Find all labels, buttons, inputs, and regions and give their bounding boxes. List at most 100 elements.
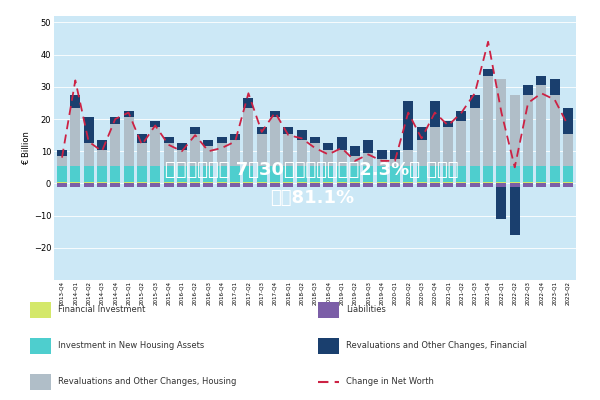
Bar bbox=[350, 146, 360, 156]
Bar bbox=[257, 182, 267, 184]
Bar bbox=[416, 184, 427, 187]
Text: Liabilities: Liabilities bbox=[346, 306, 386, 314]
Bar bbox=[217, 137, 227, 143]
Bar bbox=[270, 166, 280, 182]
Bar bbox=[296, 130, 307, 140]
Bar bbox=[124, 182, 134, 184]
Bar bbox=[190, 134, 200, 166]
Bar bbox=[563, 182, 573, 184]
Bar bbox=[97, 166, 107, 182]
Bar bbox=[457, 182, 466, 184]
Bar bbox=[217, 143, 227, 166]
Bar bbox=[363, 184, 373, 187]
Bar bbox=[150, 184, 160, 187]
Bar bbox=[390, 182, 400, 184]
Bar bbox=[190, 184, 200, 187]
Bar bbox=[283, 127, 293, 134]
Bar bbox=[350, 166, 360, 182]
Bar bbox=[390, 184, 400, 187]
Bar bbox=[177, 150, 187, 166]
Bar bbox=[150, 127, 160, 166]
Text: Financial Investment: Financial Investment bbox=[58, 306, 146, 314]
Bar bbox=[457, 121, 466, 166]
Bar bbox=[150, 121, 160, 127]
Bar bbox=[217, 166, 227, 182]
Bar bbox=[57, 166, 67, 182]
Text: 价率81.1%: 价率81.1% bbox=[270, 189, 354, 207]
Bar bbox=[363, 166, 373, 182]
Bar bbox=[510, 182, 520, 184]
Bar bbox=[283, 166, 293, 182]
Bar bbox=[416, 182, 427, 184]
Bar bbox=[483, 166, 493, 182]
Bar bbox=[296, 182, 307, 184]
Bar bbox=[190, 182, 200, 184]
Bar bbox=[323, 184, 334, 187]
Bar bbox=[550, 166, 560, 182]
Bar bbox=[510, 95, 520, 166]
Bar bbox=[337, 166, 347, 182]
Bar bbox=[416, 140, 427, 166]
Bar bbox=[124, 118, 134, 166]
Bar bbox=[350, 156, 360, 166]
Bar bbox=[230, 134, 240, 140]
Bar bbox=[337, 184, 347, 187]
Bar bbox=[257, 166, 267, 182]
Bar bbox=[164, 137, 173, 143]
Bar bbox=[57, 156, 67, 166]
Bar bbox=[57, 182, 67, 184]
Bar bbox=[390, 159, 400, 166]
Bar bbox=[416, 166, 427, 182]
Bar bbox=[110, 118, 120, 124]
Text: Investment in New Housing Assets: Investment in New Housing Assets bbox=[58, 342, 205, 350]
Bar bbox=[230, 140, 240, 166]
Bar bbox=[110, 182, 120, 184]
Bar bbox=[363, 153, 373, 166]
Bar bbox=[150, 182, 160, 184]
Bar bbox=[510, 184, 520, 187]
Bar bbox=[97, 184, 107, 187]
Bar bbox=[523, 85, 533, 95]
Bar bbox=[496, 166, 506, 182]
Bar bbox=[323, 150, 334, 166]
Bar bbox=[337, 182, 347, 184]
Bar bbox=[257, 127, 267, 134]
Bar bbox=[203, 182, 214, 184]
Bar bbox=[483, 69, 493, 76]
Bar bbox=[550, 79, 560, 95]
Bar bbox=[323, 143, 334, 150]
Bar bbox=[550, 95, 560, 166]
Bar bbox=[137, 184, 147, 187]
Bar bbox=[164, 166, 173, 182]
Bar bbox=[470, 184, 480, 187]
Bar bbox=[536, 182, 547, 184]
Bar bbox=[337, 137, 347, 150]
Bar bbox=[257, 184, 267, 187]
Bar bbox=[190, 166, 200, 182]
Bar bbox=[110, 124, 120, 166]
Bar bbox=[283, 134, 293, 166]
Bar bbox=[310, 184, 320, 187]
Bar bbox=[177, 166, 187, 182]
Bar bbox=[483, 184, 493, 187]
Bar bbox=[190, 127, 200, 134]
Bar bbox=[496, 182, 506, 184]
Bar bbox=[443, 184, 453, 187]
Bar bbox=[150, 166, 160, 182]
Text: Change in Net Worth: Change in Net Worth bbox=[346, 378, 434, 386]
Bar bbox=[470, 166, 480, 182]
Bar bbox=[496, 187, 506, 219]
Bar bbox=[137, 166, 147, 182]
Bar bbox=[244, 108, 253, 166]
Bar bbox=[457, 166, 466, 182]
Bar bbox=[563, 134, 573, 166]
Bar bbox=[430, 127, 440, 166]
Bar bbox=[510, 187, 520, 235]
Bar bbox=[550, 182, 560, 184]
Bar bbox=[230, 166, 240, 182]
Bar bbox=[457, 184, 466, 187]
Bar bbox=[496, 184, 506, 187]
Bar bbox=[230, 182, 240, 184]
Bar bbox=[377, 150, 386, 159]
Bar bbox=[337, 150, 347, 166]
